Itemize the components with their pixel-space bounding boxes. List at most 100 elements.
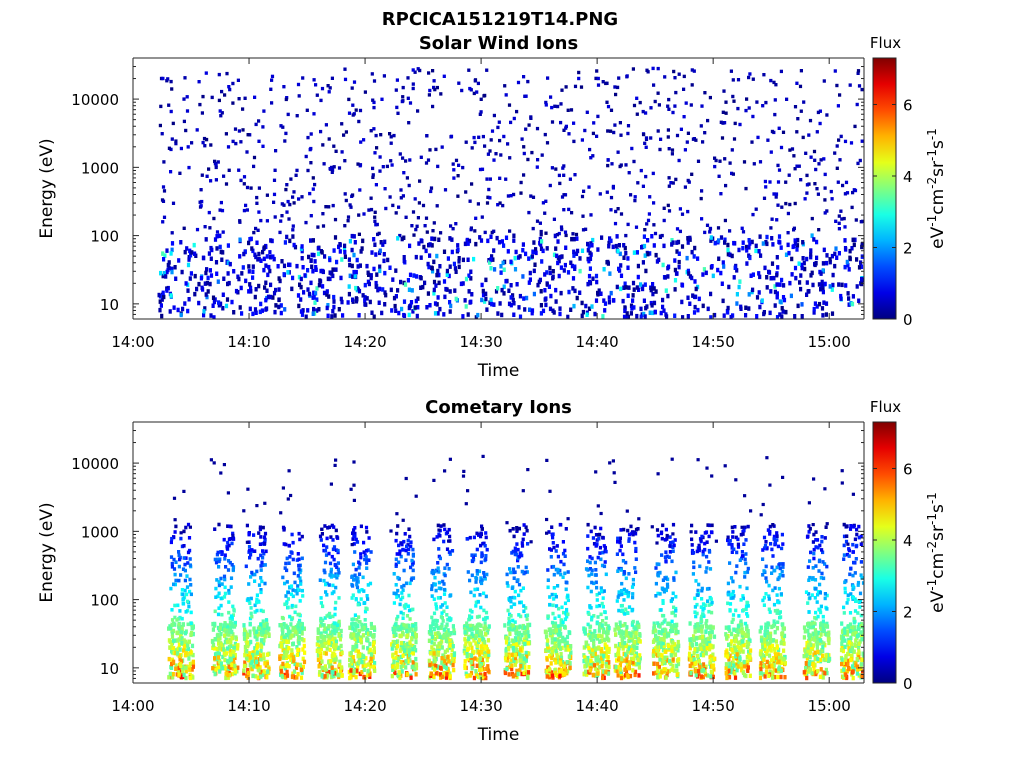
data-cell	[480, 554, 484, 559]
data-cell	[297, 274, 301, 280]
data-cell	[451, 662, 455, 668]
data-cell	[333, 235, 338, 240]
data-cell	[519, 637, 523, 642]
data-cell	[230, 635, 234, 641]
data-cell	[565, 607, 569, 612]
data-cell	[764, 100, 768, 105]
data-cell	[395, 531, 399, 536]
data-cell	[315, 642, 319, 647]
data-cell	[424, 216, 429, 220]
data-cell	[177, 625, 181, 629]
data-cell	[213, 161, 217, 166]
data-cell	[182, 672, 186, 678]
data-cell	[805, 280, 809, 285]
data-cell	[726, 247, 730, 253]
data-cell	[477, 633, 481, 638]
data-cell	[453, 266, 457, 271]
data-cell	[170, 665, 174, 670]
data-cell	[450, 549, 455, 553]
y-tick-label: 1000	[81, 159, 119, 177]
data-cell	[478, 112, 482, 116]
data-cell	[278, 278, 282, 284]
data-cell	[830, 287, 834, 292]
data-cell	[481, 661, 485, 666]
data-cell	[372, 127, 376, 131]
data-cell	[321, 212, 325, 216]
data-cell	[635, 250, 639, 255]
data-cell	[428, 303, 432, 308]
data-cell	[480, 215, 484, 219]
data-cell	[769, 226, 773, 230]
data-cell	[291, 540, 295, 545]
data-cell	[685, 255, 689, 261]
data-cell	[351, 632, 356, 637]
data-cell	[263, 634, 267, 639]
data-cell	[294, 589, 298, 593]
data-cell	[261, 549, 265, 553]
data-cell	[616, 248, 620, 254]
data-cell	[430, 640, 434, 645]
data-cell	[477, 622, 481, 627]
data-cell	[503, 84, 507, 88]
data-cell	[522, 75, 526, 79]
data-cell	[369, 652, 374, 658]
data-cell	[656, 91, 660, 95]
data-cell	[825, 253, 829, 258]
data-cell	[217, 606, 221, 610]
data-cell	[524, 634, 528, 639]
data-cell	[813, 262, 817, 268]
data-cell	[513, 636, 518, 641]
data-cell	[796, 303, 800, 309]
data-cell	[183, 578, 187, 583]
data-cell	[740, 226, 744, 230]
data-cell	[223, 585, 227, 590]
data-cell	[394, 294, 398, 299]
colorbar-label-part: -2	[925, 177, 939, 189]
data-cell	[602, 267, 606, 272]
data-cell	[366, 631, 371, 636]
data-cell	[231, 649, 235, 654]
data-cell	[363, 295, 367, 300]
data-cell	[257, 600, 261, 604]
data-cell	[394, 564, 398, 568]
data-cell	[253, 307, 258, 312]
data-cell	[406, 76, 410, 80]
data-cell	[807, 289, 811, 294]
data-cell	[330, 665, 334, 670]
data-cell	[343, 67, 347, 71]
data-cell	[363, 553, 367, 557]
data-cell	[836, 180, 840, 184]
data-cell	[507, 620, 511, 624]
data-cell	[748, 255, 752, 261]
data-cell	[511, 549, 515, 554]
data-cell	[278, 230, 282, 235]
data-cell	[391, 203, 395, 208]
data-cell	[438, 596, 442, 600]
data-cell	[553, 670, 557, 676]
data-cell	[431, 619, 435, 623]
data-cell	[744, 108, 748, 113]
data-cell	[361, 664, 365, 669]
data-cell	[470, 666, 474, 671]
data-cell	[399, 664, 403, 670]
data-cell	[231, 604, 235, 609]
data-cell	[238, 237, 242, 242]
data-cell	[217, 300, 221, 305]
data-cell	[187, 536, 192, 540]
data-cell	[440, 645, 444, 650]
data-cell	[852, 188, 856, 192]
data-cell	[185, 109, 190, 113]
data-cell	[524, 94, 528, 98]
data-cell	[328, 257, 332, 263]
data-cell	[779, 145, 784, 150]
data-cell	[686, 131, 690, 135]
data-cell	[277, 287, 281, 292]
data-cell	[297, 567, 301, 572]
data-cell	[822, 157, 826, 161]
data-cell	[798, 84, 803, 89]
data-cell	[169, 293, 173, 298]
data-cell	[518, 314, 523, 319]
data-cell	[471, 663, 475, 668]
data-cell	[170, 608, 174, 612]
data-cell	[569, 650, 573, 655]
